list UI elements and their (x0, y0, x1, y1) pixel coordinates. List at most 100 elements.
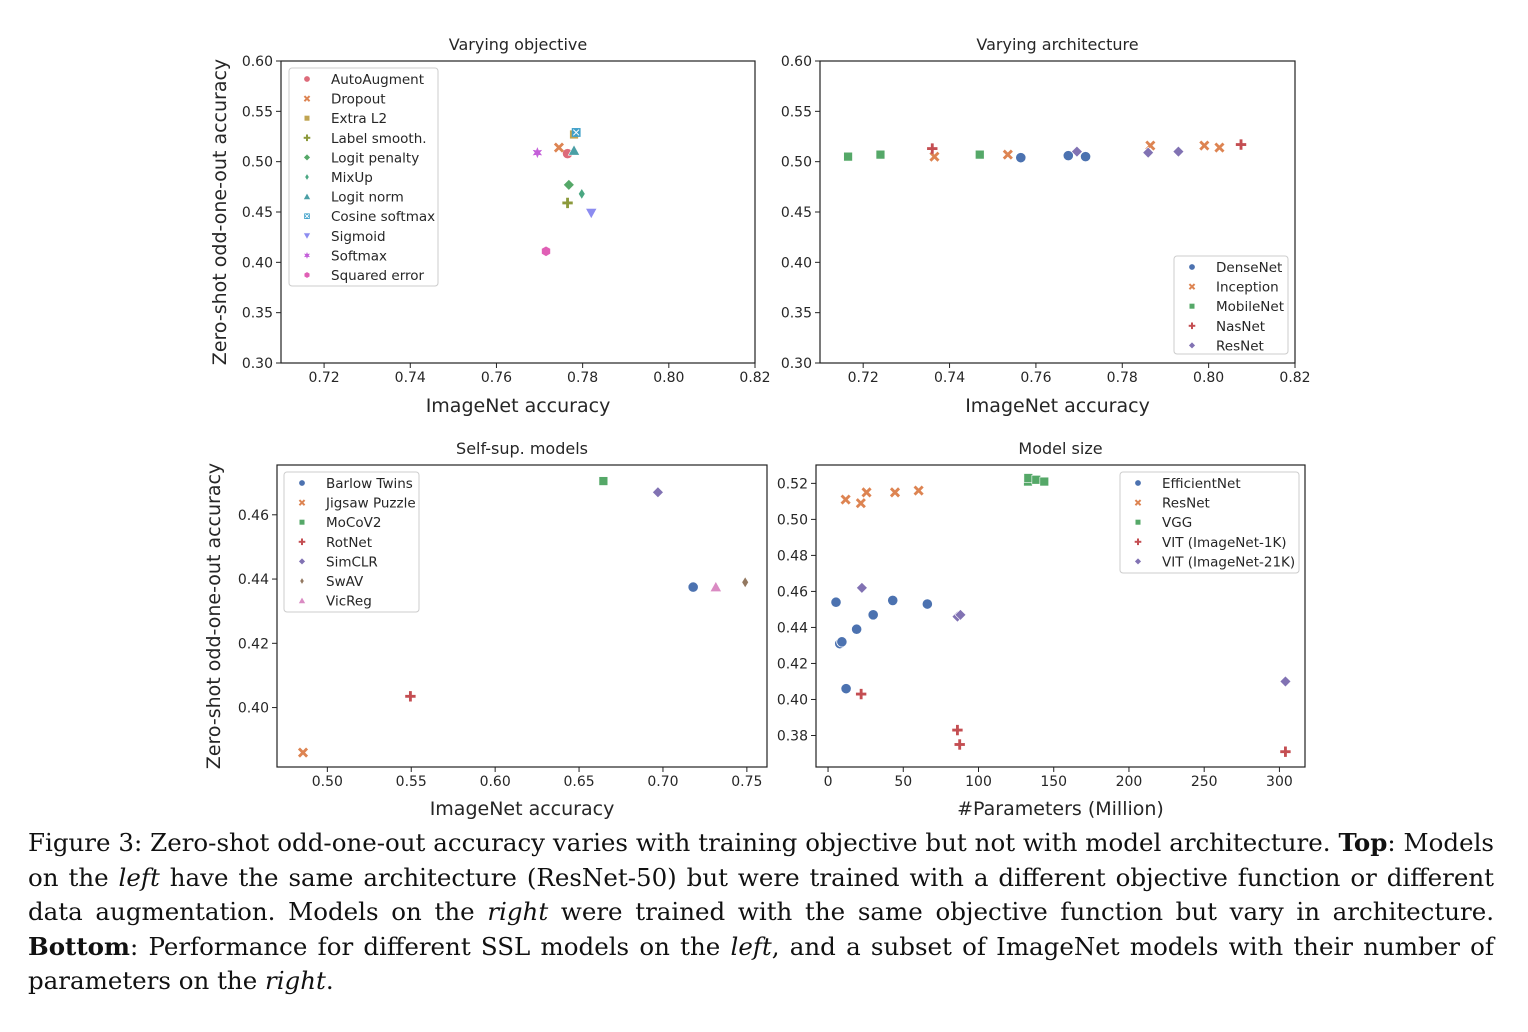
caption-bottom-label: Bottom (28, 931, 130, 961)
panel-1-y-tick-label: 0.40 (242, 255, 273, 271)
panel-1-series-mixup (578, 187, 586, 200)
panel-1-series-label-smooth (562, 197, 573, 209)
panel-4-legend-box (1119, 471, 1300, 574)
panel-1-x-tick-label: 0.72 (309, 370, 340, 386)
panel-4-legend-marker-vit-imagenet-21k (1134, 557, 1142, 566)
panel-3-point-mocov2 (598, 476, 609, 486)
panel-2-y-tick-label: 0.55 (781, 104, 812, 120)
panel-2-x-tick-label: 0.74 (934, 370, 965, 386)
panel-1-legend-marker-autoaugment (303, 75, 311, 83)
panel-1-point-logit-norm (567, 144, 581, 156)
panel-3-legend-marker-swav (299, 576, 305, 586)
panel-1-legend-label-sigmoid: Sigmoid (331, 229, 386, 245)
panel-2-x-axis-label: ImageNet accuracy (965, 395, 1150, 417)
panel-2-point-inception (929, 151, 940, 162)
panel-1-series-squared-error (541, 245, 551, 257)
panel-2-point-mobilenet (875, 149, 886, 160)
panel-4-x-tick-label: 200 (1116, 774, 1143, 790)
panel-1-point-squared-error (541, 245, 551, 257)
panel-3-legend-label-swav: SwAV (326, 574, 364, 590)
panel-3-series-vicreg (709, 580, 723, 592)
panel-3-y-tick-label: 0.40 (238, 701, 269, 717)
panel-2-point-nasnet (927, 143, 938, 154)
panel-3-x-tick-label: 0.75 (731, 774, 762, 790)
panel-2-legend-box (1173, 255, 1289, 355)
panel-3-x-tick-label: 0.65 (563, 774, 594, 790)
panel-3-legend-marker-vicreg (297, 596, 307, 604)
panel-4-point-efficientnet (840, 683, 852, 695)
panel-2-legend-marker-resnet (1188, 341, 1196, 350)
panel-4-y-tick-label: 0.52 (777, 476, 808, 492)
panel-1-legend-marker-dropout (303, 95, 311, 102)
panel-1-x-tick-label: 0.78 (567, 370, 598, 386)
panel-4-point-efficientnet (836, 636, 848, 648)
panel-1-x-tick-label: 0.76 (481, 370, 512, 386)
panel-4-point-vit-imagenet-21k (954, 608, 967, 621)
panel-2-varying-architecture-chart: Varying architecture 0.72 0.74 0.76 0.78 0.80… (781, 35, 1311, 417)
panel-2-point-nasnet (1235, 139, 1247, 150)
panel-3-point-jigsaw-puzzle (297, 747, 309, 758)
panel-4-y-tick-label: 0.40 (777, 692, 808, 708)
panel-3-legend-label-vicreg: VicReg (326, 594, 372, 610)
panel-2-y-tick-label: 0.40 (781, 255, 812, 271)
panel-2-point-resnet (1172, 145, 1185, 158)
panel-3-legend-marker-rotnet (298, 538, 306, 546)
panel-1-x-tick-label: 0.74 (395, 370, 426, 386)
panel-3-y-tick-label: 0.42 (238, 636, 269, 652)
panel-1-legend-box (288, 67, 439, 287)
panel-2-legend-marker-nasnet (1188, 322, 1196, 330)
panel-3-x-tick-label: 0.70 (647, 774, 678, 790)
panel-1-legend-marker-squared-error (303, 271, 311, 279)
panel-1-legend-marker-extra-l2 (303, 115, 311, 122)
panel-4-point-vit-imagenet-1k (855, 688, 867, 700)
panel-1-point-label-smooth (562, 197, 573, 209)
panel-4-legend-label-vgg: VGG (1162, 515, 1192, 531)
panel-4-point-efficientnet (867, 609, 879, 621)
panel-4-x-tick-label: 50 (894, 774, 912, 790)
panel-4-point-resnet (889, 487, 901, 498)
panel-3-legend-label-mocov2: MoCoV2 (326, 515, 381, 531)
panel-1-x-axis-label: ImageNet accuracy (426, 395, 611, 417)
panel-4-legend-label-resnet: ResNet (1162, 496, 1210, 512)
panel-2-y-tick-label: 0.30 (781, 356, 812, 372)
panel-4-y-tick-label: 0.38 (777, 728, 808, 744)
panel-4-point-vgg (1031, 475, 1041, 485)
panel-2-legend: DenseNet Inception MobileNet NasNet ResNet (1173, 255, 1289, 355)
caption-part-7: . (325, 966, 334, 995)
panel-1-point-sigmoid (585, 208, 598, 220)
panel-4-model-size-chart: Model size 0 50 100 150 200 250 300 0.38 0.40 0.42… (777, 439, 1306, 820)
panel-1-legend-label-autoaugment: AutoAugment (331, 72, 424, 88)
panel-1-y-tick-label: 0.50 (242, 155, 273, 171)
panel-4-x-axis-label: #Parameters (Million) (957, 798, 1164, 820)
figure-caption: Figure 3: Zero-shot odd-one-out accuracy… (28, 826, 1494, 999)
panel-1-y-tick-label: 0.45 (242, 205, 273, 221)
panel-1-x-tick-label: 0.82 (739, 370, 770, 386)
figure-3-panels: Varying objective 0.72 0.74 0.76 0.78 0.80 0.8… (203, 35, 1311, 820)
panel-1-legend-label-softmax: Softmax (331, 248, 387, 264)
panel-4-y-tick-label: 0.50 (777, 512, 808, 528)
panel-2-series-inception (929, 140, 1225, 162)
panel-4-y-tick-label: 0.44 (777, 620, 808, 636)
panel-4-series-vgg (1023, 473, 1049, 487)
panel-3-series-simclr (652, 486, 664, 499)
panel-3-legend-marker-mocov2 (298, 519, 306, 526)
panel-3-title: Self-sup. models (456, 439, 588, 458)
panel-1-legend-label-squared-error: Squared error (331, 268, 425, 284)
panel-2-series-resnet (1071, 145, 1185, 159)
panel-2-legend-marker-mobilenet (1188, 303, 1196, 310)
panel-4-point-resnet (840, 494, 851, 505)
panel-4-y-tick-label: 0.48 (777, 548, 808, 564)
panel-3-point-swav (741, 576, 749, 589)
panel-1-series-cosine-softmax (571, 128, 581, 137)
panel-1-legend-label-logit-penalty: Logit penalty (331, 150, 419, 166)
panel-4-series-efficientnet (830, 594, 933, 695)
panel-1-legend-marker-cosine-softmax (304, 213, 310, 220)
panel-4-legend-marker-vgg (1134, 519, 1142, 526)
panel-3-legend-box (283, 471, 420, 613)
panel-2-point-densenet (1062, 150, 1074, 162)
panel-3-legend-marker-simclr (298, 557, 306, 566)
panel-4-x-tick-label: 300 (1266, 774, 1293, 790)
panel-3-y-axis-label: Zero-shot odd-one-out accuracy (203, 463, 225, 769)
panel-1-y-axis-label: Zero-shot odd-one-out accuracy (209, 59, 231, 365)
caption-part-6: , and a subset of ImageNet models with t… (28, 931, 1494, 996)
